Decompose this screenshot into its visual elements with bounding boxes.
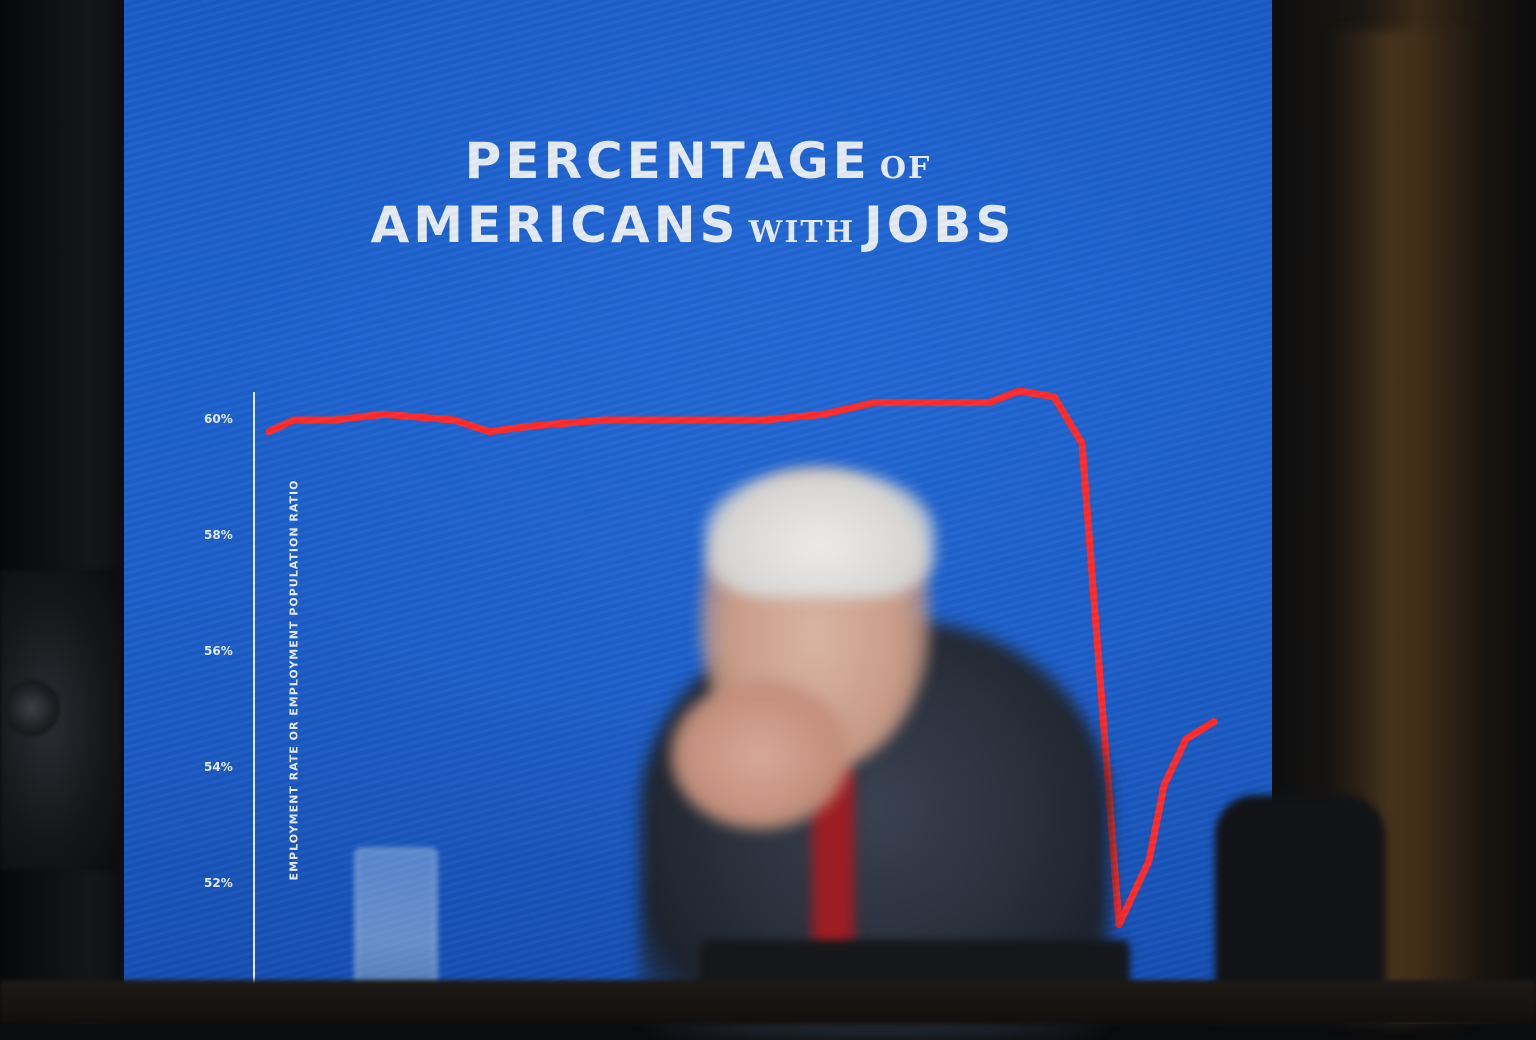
data-point — [820, 410, 828, 418]
data-point — [330, 416, 338, 424]
data-points — [265, 387, 1218, 929]
data-point — [920, 399, 928, 407]
data-point — [1210, 718, 1218, 726]
chart-title-line-2: AMERICANS WITH JOBS — [124, 196, 1267, 254]
data-point — [1050, 393, 1058, 401]
data-point — [760, 416, 768, 424]
data-point — [1182, 735, 1190, 743]
data-point — [265, 428, 273, 436]
data-point — [600, 416, 608, 424]
y-tick-label: 58% — [204, 528, 233, 542]
chart-title-line-1: PERCENTAGE OF — [124, 132, 1272, 190]
y-axis-title-text: EMPLOYMENT RATE OR EMPLOYMENT POPULATION… — [287, 479, 301, 881]
data-point — [450, 416, 458, 424]
room-left-wall — [0, 0, 130, 1024]
data-point — [1078, 439, 1086, 447]
y-tick-label: 52% — [204, 876, 233, 890]
desk — [0, 980, 1536, 1024]
person-hand — [670, 680, 850, 830]
data-point — [1160, 781, 1168, 789]
data-point — [290, 416, 298, 424]
data-point — [380, 410, 388, 418]
title-word-jobs: JOBS — [864, 196, 1016, 254]
title-word-percentage: PERCENTAGE — [464, 132, 871, 190]
y-tick-label: 54% — [204, 760, 233, 774]
title-word-of: OF — [879, 151, 932, 186]
data-point — [485, 428, 493, 436]
person-hair — [705, 468, 935, 598]
title-word-with: WITH — [748, 215, 856, 250]
data-point — [985, 399, 993, 407]
water-glass — [355, 848, 437, 1002]
data-point — [640, 416, 648, 424]
y-tick-label: 56% — [204, 644, 233, 658]
data-point — [530, 422, 538, 430]
data-point — [1145, 857, 1153, 865]
data-point — [700, 416, 708, 424]
data-point — [1115, 921, 1123, 929]
data-point — [1015, 387, 1023, 395]
y-tick-label: 60% — [204, 412, 233, 426]
data-point — [870, 399, 878, 407]
camera-lens — [4, 680, 60, 736]
title-word-americans: AMERICANS — [370, 196, 740, 254]
line-chart — [253, 387, 1218, 1000]
